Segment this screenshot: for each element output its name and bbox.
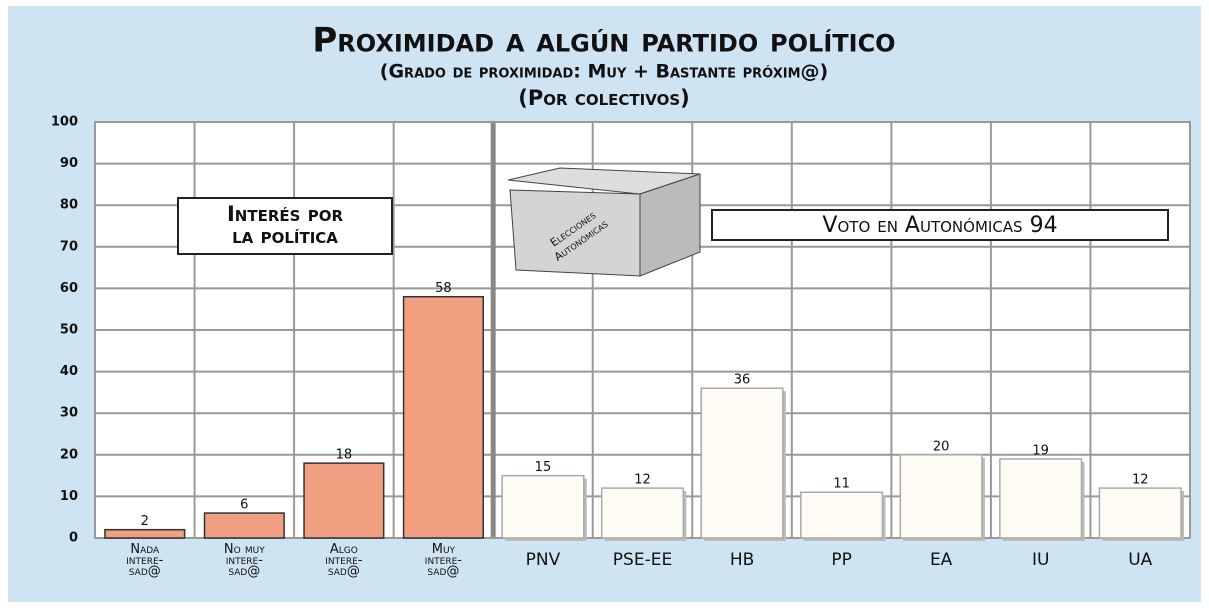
bar (701, 388, 783, 538)
chart: Proximidad a algún partido político (Gra… (0, 0, 1209, 608)
y-tick-label: 100 (51, 115, 78, 130)
bar (502, 476, 584, 538)
value-label: 19 (1032, 443, 1049, 458)
chart-subtitle: (Grado de proximidad: Muy + Bastante pró… (380, 61, 828, 83)
x-tick-label: PNV (526, 550, 561, 570)
x-tick-label: EA (930, 550, 953, 570)
chart-title: Proximidad a algún partido político (312, 21, 895, 61)
x-tick-label: UA (1128, 550, 1152, 570)
y-tick-label: 50 (60, 323, 78, 338)
value-label: 2 (141, 514, 149, 529)
y-tick-label: 70 (60, 239, 78, 254)
value-label: 36 (734, 373, 751, 388)
y-tick-label: 60 (60, 281, 78, 296)
bar (1000, 459, 1082, 538)
bar (801, 492, 883, 538)
y-tick-label: 90 (60, 156, 78, 171)
value-label: 15 (535, 460, 552, 475)
bar (602, 488, 684, 538)
value-label: 58 (435, 281, 452, 296)
chart-subtitle: (Por colectivos) (518, 86, 690, 110)
bar (304, 463, 384, 538)
bar (404, 297, 484, 538)
annotation: Voto en Autonómicas 94 (822, 213, 1057, 238)
y-tick-label: 0 (69, 531, 78, 546)
value-label: 6 (240, 498, 248, 513)
bar (105, 530, 185, 538)
value-label: 20 (933, 439, 950, 454)
bar (1099, 488, 1181, 538)
y-tick-label: 10 (60, 489, 78, 504)
x-tick-label: PSE-EE (613, 550, 672, 570)
bar (205, 513, 285, 538)
x-tick-label: PP (831, 550, 852, 570)
x-tick-label: IU (1032, 550, 1049, 570)
value-label: 12 (634, 473, 651, 488)
y-tick-label: 40 (60, 364, 78, 379)
value-label: 11 (833, 477, 850, 492)
bar (900, 455, 982, 538)
value-label: 18 (336, 448, 353, 463)
x-tick-label: HB (730, 550, 754, 570)
y-tick-label: 30 (60, 406, 78, 421)
y-tick-label: 80 (60, 198, 78, 213)
value-label: 12 (1132, 473, 1149, 488)
y-tick-label: 20 (60, 447, 78, 462)
